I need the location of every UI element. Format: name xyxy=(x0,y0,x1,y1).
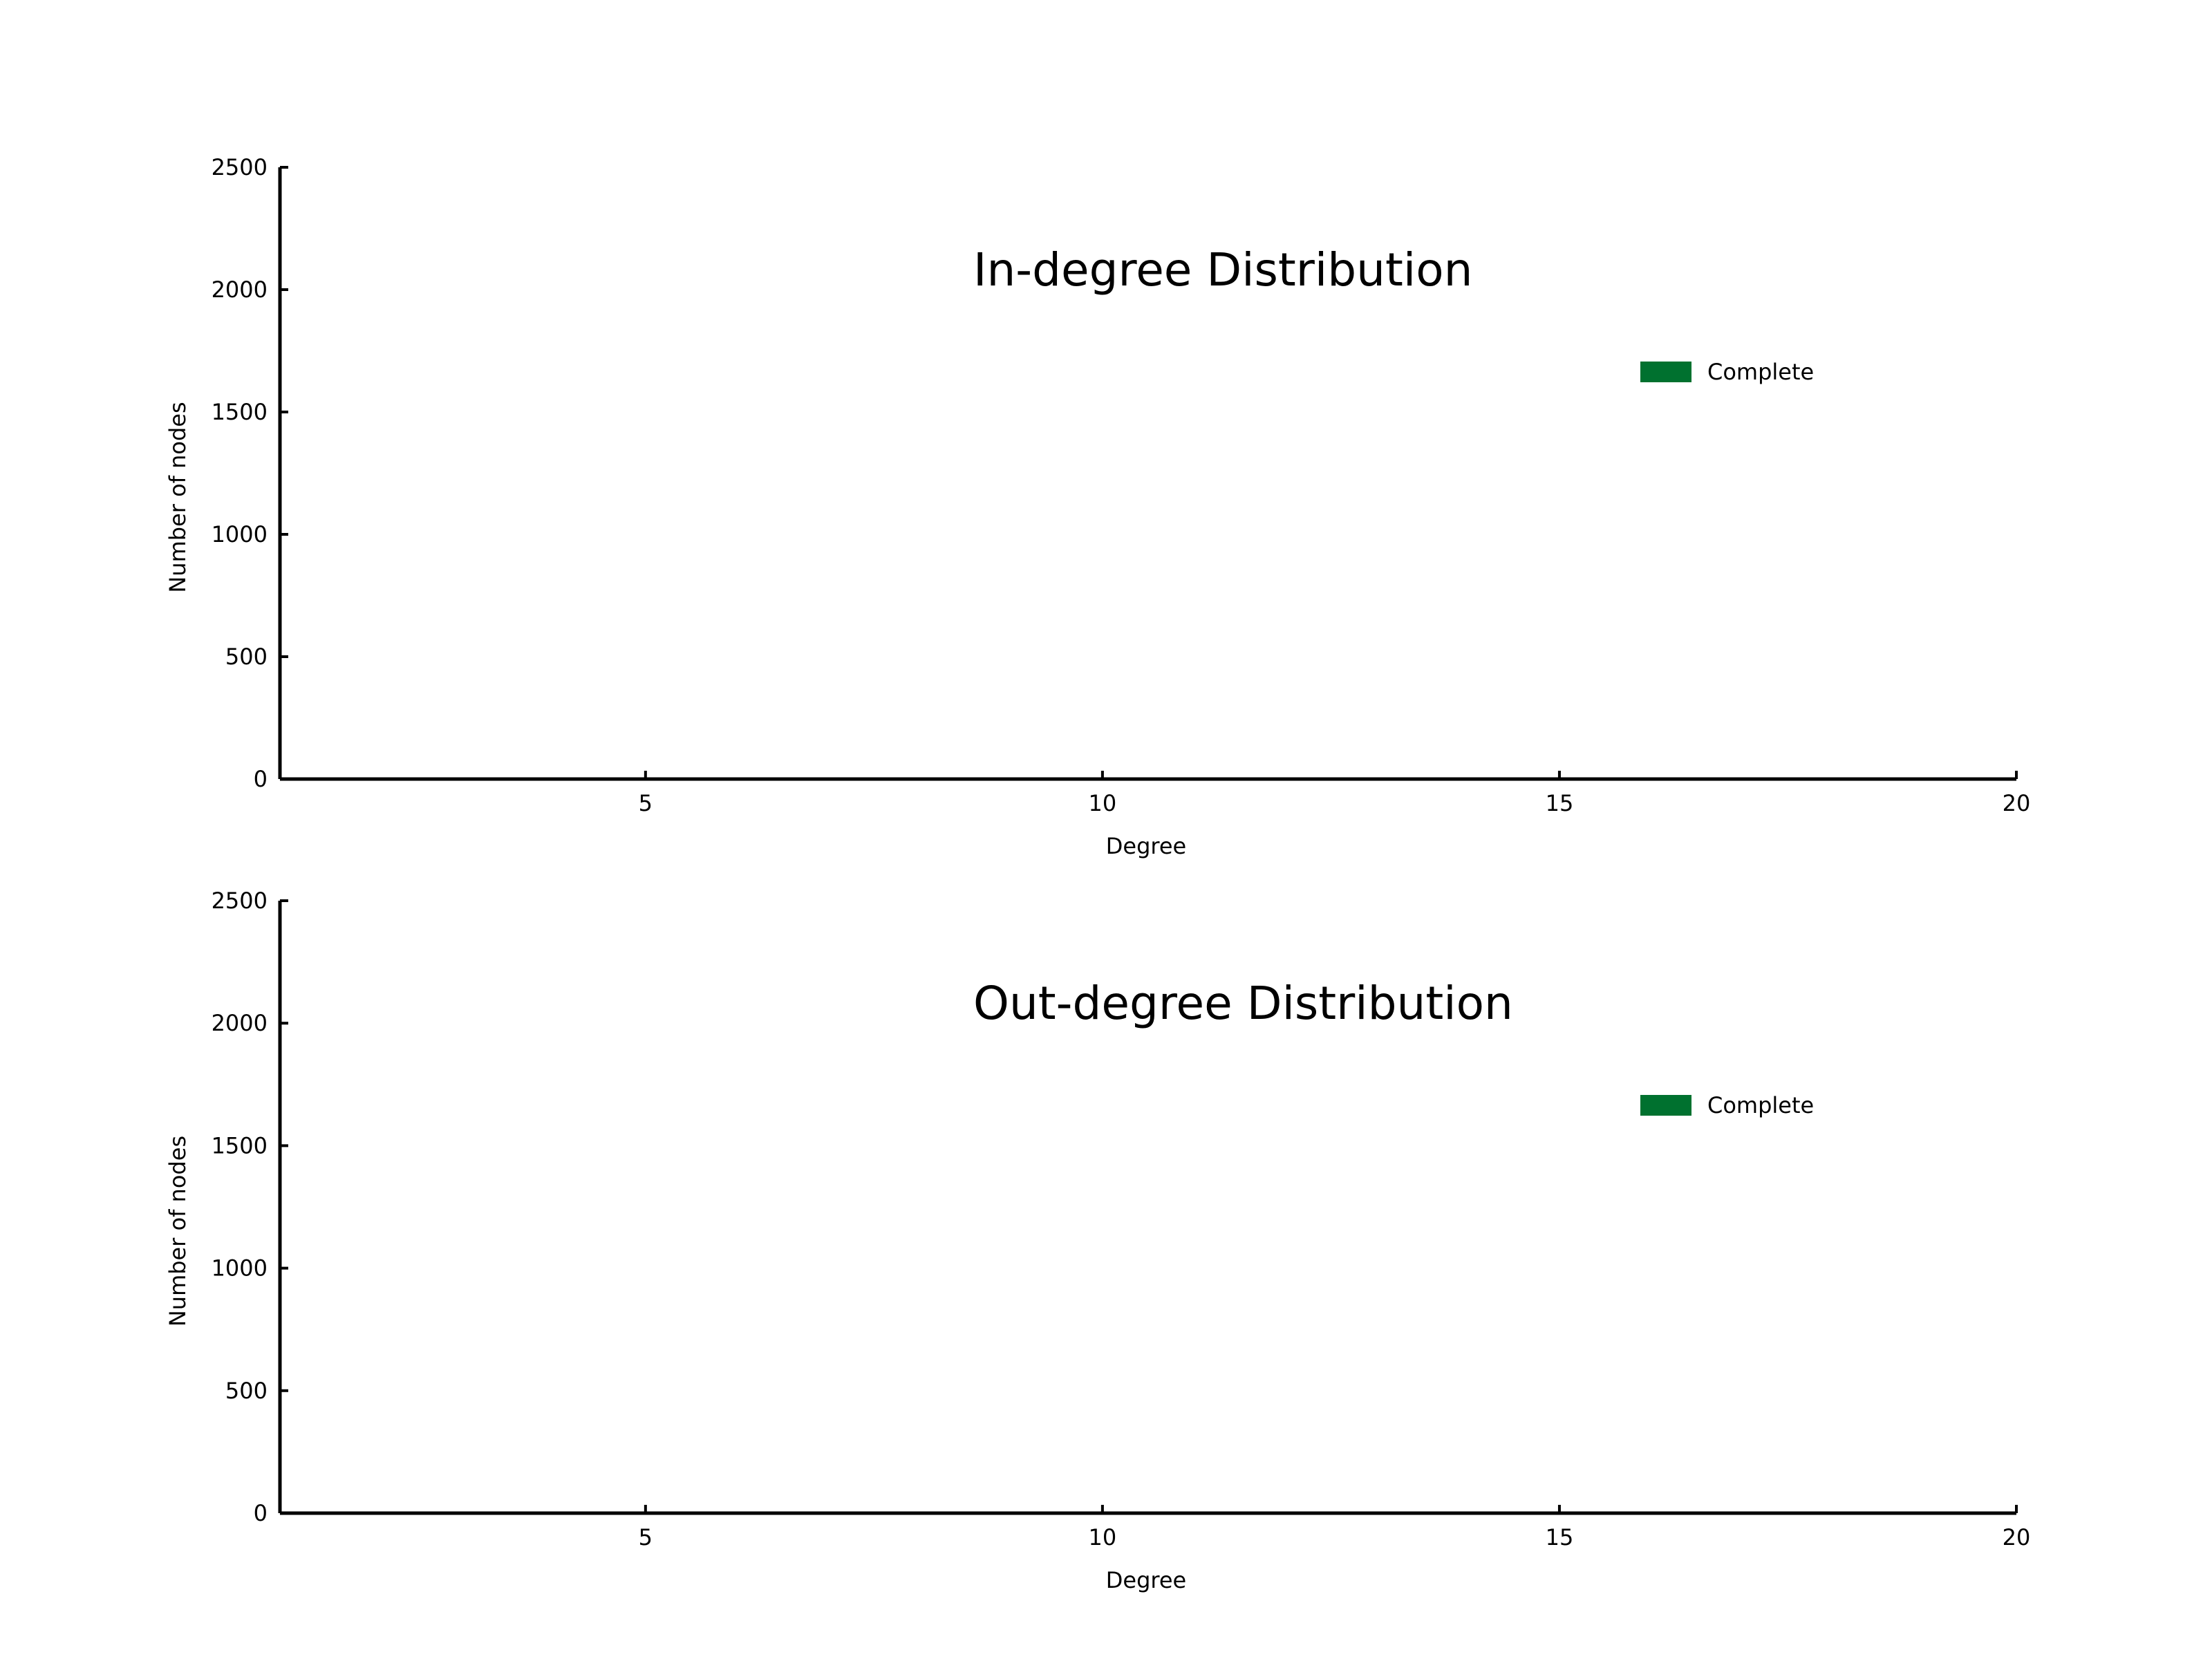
in-degree-x-tick-label: 15 xyxy=(1546,790,1574,816)
out-degree-y-tick-label: 1000 xyxy=(212,1255,268,1282)
in-degree-y-tick-label: 0 xyxy=(254,766,268,792)
in-degree-y-axis-label: Number of nodes xyxy=(165,402,191,592)
in-degree-x-tick-label: 20 xyxy=(2003,790,2031,816)
in-degree-legend-label: Complete xyxy=(1707,359,1814,385)
out-degree-chart-title: Out-degree Distribution xyxy=(973,977,1513,1030)
in-degree-x-axis-label: Degree xyxy=(1106,833,1186,859)
in-degree-y-tick-label: 2000 xyxy=(212,276,268,303)
in-degree-x-tick-label: 5 xyxy=(639,790,653,816)
in-degree-chart-title: In-degree Distribution xyxy=(973,243,1472,297)
out-degree-x-tick-label: 20 xyxy=(2003,1524,2031,1550)
out-degree-y-tick-label: 2500 xyxy=(212,888,268,914)
out-degree-y-tick-label: 2000 xyxy=(212,1010,268,1036)
out-degree-legend-label: Complete xyxy=(1707,1092,1814,1118)
out-degree-legend-swatch xyxy=(1640,1095,1691,1116)
out-degree-x-tick-label: 15 xyxy=(1546,1524,1574,1550)
in-degree-legend-swatch xyxy=(1640,362,1691,382)
out-degree-x-tick-label: 10 xyxy=(1089,1524,1117,1550)
in-degree-y-tick-label: 1500 xyxy=(212,399,268,425)
in-degree-y-tick-label: 500 xyxy=(225,644,268,670)
out-degree-x-axis-label: Degree xyxy=(1106,1567,1186,1593)
out-degree-chart: 0 500 1000 1500 2000 2500 5 10 15 20 Degree Number … xyxy=(165,888,2030,1593)
in-degree-y-tick-label: 1000 xyxy=(212,521,268,547)
in-degree-chart: 0 500 1000 1500 2000 2500 5 10 15 20 Degree Number … xyxy=(165,154,2030,859)
in-degree-y-tick-label: 2500 xyxy=(212,154,268,180)
in-degree-x-tick-label: 10 xyxy=(1089,790,1117,816)
out-degree-y-tick-label: 1500 xyxy=(212,1132,268,1159)
out-degree-y-tick-label: 0 xyxy=(254,1500,268,1526)
out-degree-x-tick-label: 5 xyxy=(639,1524,653,1550)
out-degree-y-axis-label: Number of nodes xyxy=(165,1136,191,1327)
out-degree-y-tick-label: 500 xyxy=(225,1378,268,1404)
